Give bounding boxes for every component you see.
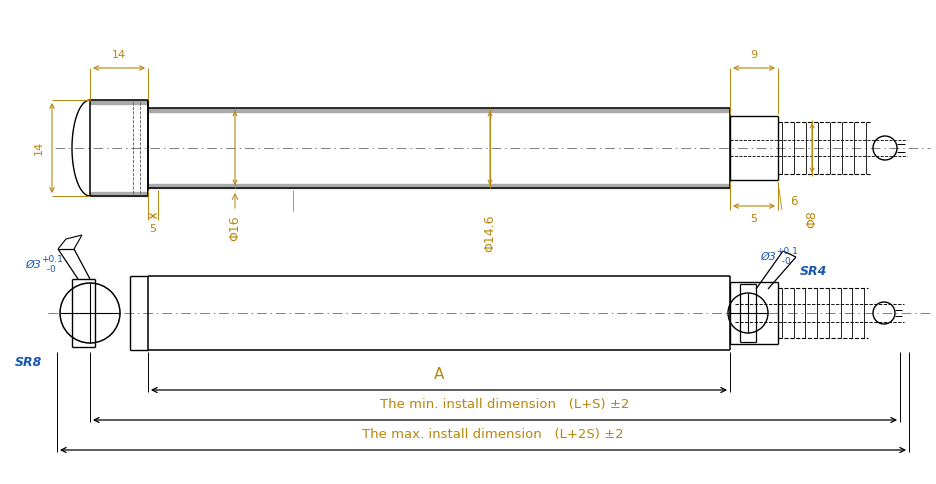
- Text: -0: -0: [41, 265, 56, 274]
- Text: +0.1: +0.1: [776, 247, 797, 256]
- Text: -0: -0: [776, 257, 791, 266]
- Text: +0.1: +0.1: [41, 255, 63, 264]
- Text: A: A: [433, 367, 445, 382]
- Text: The max. install dimension   (L+2S) ±2: The max. install dimension (L+2S) ±2: [362, 428, 623, 441]
- Text: Φ16: Φ16: [228, 215, 241, 241]
- Text: 5: 5: [751, 214, 757, 224]
- Text: Ø3: Ø3: [25, 260, 41, 270]
- Text: SR4: SR4: [800, 265, 827, 278]
- Text: 9: 9: [751, 50, 757, 60]
- Text: SR8: SR8: [15, 356, 42, 369]
- Text: 14: 14: [112, 50, 126, 60]
- Text: The min. install dimension   (L+S) ±2: The min. install dimension (L+S) ±2: [380, 398, 630, 411]
- Text: Ø3: Ø3: [760, 252, 776, 262]
- Text: 5: 5: [150, 224, 156, 234]
- Text: Φ8: Φ8: [806, 210, 818, 228]
- Text: 14: 14: [34, 141, 44, 155]
- Text: 6: 6: [790, 195, 797, 208]
- Text: Φ14.6: Φ14.6: [484, 215, 496, 253]
